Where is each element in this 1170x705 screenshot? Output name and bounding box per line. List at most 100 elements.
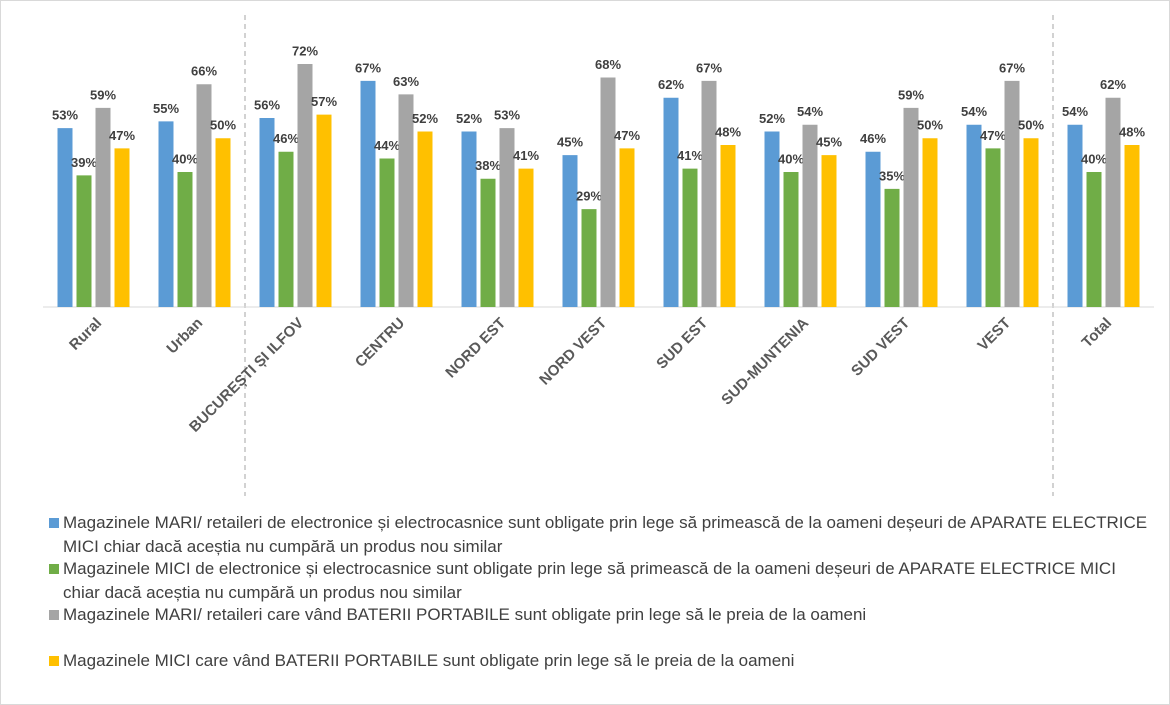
value-label: 48% (1119, 124, 1145, 139)
value-label: 52% (456, 111, 482, 126)
bar (663, 97, 679, 307)
value-label: 50% (1018, 118, 1044, 133)
value-label: 57% (311, 94, 337, 109)
value-label: 54% (1062, 104, 1088, 119)
bar (499, 128, 515, 307)
value-label: 54% (797, 104, 823, 119)
bar (966, 124, 982, 307)
value-label: 59% (898, 87, 924, 102)
value-label: 55% (153, 101, 179, 116)
value-label: 41% (677, 148, 703, 163)
value-label: 47% (614, 128, 640, 143)
x-tick-label: Urban (163, 315, 206, 358)
value-label: 52% (759, 111, 785, 126)
bar (720, 145, 736, 307)
value-label: 52% (412, 111, 438, 126)
value-label: 53% (494, 108, 520, 123)
bar (1023, 138, 1039, 307)
legend-swatch (49, 564, 59, 574)
bar (1105, 97, 1121, 307)
x-tick-label: SUD EST (653, 315, 711, 373)
value-label: 48% (715, 124, 741, 139)
legend-swatch (49, 518, 59, 528)
bar (884, 188, 900, 307)
value-label: 62% (1100, 77, 1126, 92)
value-label: 40% (172, 151, 198, 166)
x-tick-label: NORD EST (442, 315, 509, 382)
value-label: 56% (254, 97, 280, 112)
x-tick-label: VEST (974, 315, 1014, 355)
value-label: 54% (961, 104, 987, 119)
bar (701, 80, 717, 307)
value-label: 72% (292, 43, 318, 58)
bar (259, 118, 275, 307)
bar (802, 124, 818, 307)
value-label: 44% (374, 138, 400, 153)
value-label: 29% (576, 189, 602, 204)
bar (1124, 145, 1140, 307)
bar (480, 178, 496, 307)
x-tick-label: CENTRU (352, 315, 408, 371)
x-tick-label: Total (1079, 315, 1116, 352)
value-label: 50% (917, 118, 943, 133)
value-label: 50% (210, 118, 236, 133)
value-label: 59% (90, 87, 116, 102)
bar (196, 84, 212, 307)
bar (865, 151, 881, 307)
value-label: 40% (1081, 151, 1107, 166)
value-label: 38% (475, 158, 501, 173)
bar (518, 168, 534, 307)
bar (360, 80, 376, 307)
bar (764, 131, 780, 307)
bar (417, 131, 433, 307)
legend-label: Magazinele MICI de electronice și electr… (63, 559, 1116, 602)
bar (76, 175, 92, 307)
bar (783, 172, 799, 307)
value-label: 67% (696, 60, 722, 75)
x-tick-label: SUD-MUNTENIA (718, 314, 812, 408)
value-label: 40% (778, 151, 804, 166)
bar (461, 131, 477, 307)
value-label: 68% (595, 57, 621, 72)
x-tick-label: Rural (66, 315, 105, 354)
bar (1004, 80, 1020, 307)
value-label: 47% (109, 128, 135, 143)
value-label: 46% (273, 131, 299, 146)
bar (922, 138, 938, 307)
value-label: 63% (393, 74, 419, 89)
value-label: 41% (513, 148, 539, 163)
x-tick-label: BUCUREȘTI ȘI ILFOV (186, 315, 307, 436)
legend-swatch (49, 610, 59, 620)
bar (316, 114, 332, 307)
value-label: 53% (52, 108, 78, 123)
bar (57, 128, 73, 307)
bar (903, 107, 919, 307)
bar (278, 151, 294, 307)
value-label: 45% (816, 135, 842, 150)
value-label: 66% (191, 64, 217, 79)
bar (821, 155, 837, 307)
x-tick-label: NORD VEST (536, 315, 610, 389)
legend-label: Magazinele MARI/ retaileri de electronic… (63, 513, 1148, 556)
bar (619, 148, 635, 307)
value-label: 35% (879, 168, 905, 183)
bar (177, 172, 193, 307)
value-label: 67% (355, 60, 381, 75)
bar (562, 155, 578, 307)
bar (1067, 124, 1083, 307)
bar (158, 121, 174, 307)
bar (682, 168, 698, 307)
x-tick-label: SUD VEST (848, 315, 913, 380)
bar (215, 138, 231, 307)
bar (600, 77, 616, 307)
value-label: 47% (980, 128, 1006, 143)
value-label: 67% (999, 60, 1025, 75)
bar (985, 148, 1001, 307)
bar (95, 107, 111, 307)
bar (379, 158, 395, 307)
value-label: 39% (71, 155, 97, 170)
value-label: 62% (658, 77, 684, 92)
bar (297, 64, 313, 307)
